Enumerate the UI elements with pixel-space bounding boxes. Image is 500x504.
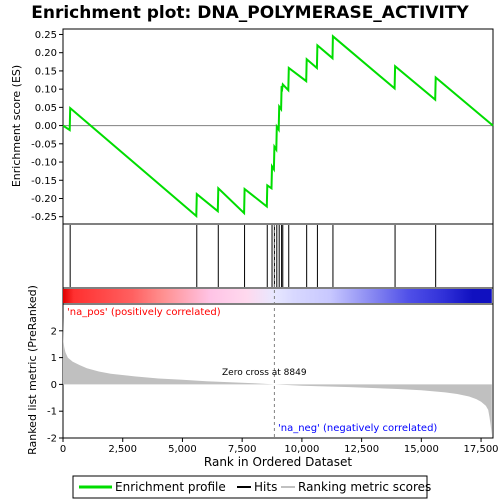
metric-y-label: Ranked list metric (PreRanked) <box>26 285 39 455</box>
es-y-axis: -0.25 -0.20 -0.15 -0.10 -0.05 0.00 0.05 0.10 0.1… <box>31 30 63 223</box>
metric-panel <box>62 303 494 439</box>
metric-y-axis: -2 -1 0 1 2 <box>47 326 63 445</box>
legend: Enrichment profile Hits Ranking metric s… <box>72 475 431 499</box>
hits-panel <box>62 223 494 289</box>
neg-correlated-label: 'na_neg' (negatively correlated) <box>278 423 437 434</box>
x-tick-label: 12,500 <box>344 444 379 455</box>
metric-y-tick-label: -2 <box>47 434 57 445</box>
hits-group <box>69 225 437 287</box>
x-tick-label: 7,500 <box>228 444 257 455</box>
pos-correlated-label: 'na_pos' (positively correlated) <box>67 307 221 318</box>
x-tick-label: 5,000 <box>168 444 197 455</box>
es-y-tick-label: -0.10 <box>31 158 57 169</box>
x-axis: 0 2,500 5,000 7,500 10,000 12,500 15,000 17,500 <box>60 438 499 455</box>
legend-hits-label: Hits <box>254 480 277 494</box>
es-y-tick-label: 0.20 <box>35 48 57 59</box>
x-tick-label: 0 <box>60 444 66 455</box>
chart-title: Enrichment plot: DNA_POLYMERASE_ACTIVITY <box>31 3 469 23</box>
heat-band <box>63 289 492 303</box>
metric-y-tick-label: 1 <box>51 353 57 364</box>
x-tick-label: 15,000 <box>404 444 439 455</box>
es-y-tick-label: 0.05 <box>35 103 57 114</box>
legend-profile-label: Enrichment profile <box>115 480 226 494</box>
x-tick-label: 17,500 <box>464 444 499 455</box>
enrichment-profile-line <box>62 34 494 219</box>
metric-y-tick-label: 2 <box>51 326 57 337</box>
es-y-tick-label: 0.00 <box>35 121 57 132</box>
metric-y-tick-label: -1 <box>47 407 57 418</box>
es-y-tick-label: -0.20 <box>31 194 57 205</box>
es-y-tick-label: -0.15 <box>31 176 57 187</box>
es-y-tick-label: -0.25 <box>31 212 57 223</box>
metric-y-tick-label: 0 <box>51 380 57 391</box>
legend-metric-label: Ranking metric scores <box>298 480 431 494</box>
es-y-tick-label: 0.10 <box>35 85 57 96</box>
es-y-tick-label: 0.25 <box>35 30 57 41</box>
x-axis-label: Rank in Ordered Dataset <box>204 455 352 469</box>
x-tick-label: 10,000 <box>284 444 319 455</box>
es-y-tick-label: 0.15 <box>35 66 57 77</box>
x-tick-label: 2,500 <box>108 444 137 455</box>
es-y-label: Enrichment score (ES) <box>10 65 23 187</box>
es-y-tick-label: -0.05 <box>31 139 57 150</box>
zero-cross-label: Zero cross at 8849 <box>222 368 307 378</box>
